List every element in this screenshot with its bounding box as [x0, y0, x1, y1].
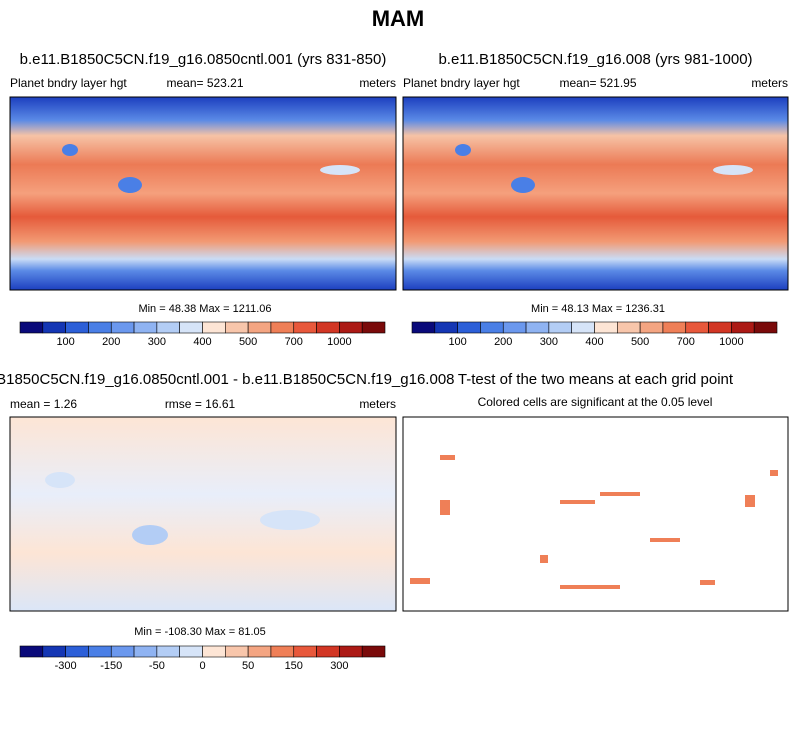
- colorbar-box: [662, 321, 687, 334]
- colorbar-label: 500: [239, 336, 257, 348]
- colorbar-box: [457, 321, 481, 334]
- colorbar-box: [316, 645, 340, 658]
- colorbar-box: [202, 321, 226, 334]
- colorbar-box: [361, 645, 386, 658]
- colorbar-label: 200: [494, 336, 512, 348]
- panel-label: mean = 1.26: [10, 397, 77, 411]
- colorbar-box: [179, 645, 203, 658]
- colorbar-label: 400: [193, 336, 211, 348]
- colorbar-box: [225, 321, 249, 334]
- panel-label: rmse = 16.61: [165, 397, 236, 411]
- colorbar-label: -150: [100, 660, 122, 672]
- panel-label: mean= 523.21: [166, 76, 243, 90]
- colorbar-box: [156, 321, 180, 334]
- colorbar-box: [708, 321, 732, 334]
- colorbar-label: 400: [585, 336, 603, 348]
- colorbar-box: [65, 645, 89, 658]
- colorbar-box: [361, 321, 386, 334]
- colorbar-box: [731, 321, 755, 334]
- colorbar-label: 500: [631, 336, 649, 348]
- colorbar-box: [110, 645, 135, 658]
- colorbar-label: 150: [285, 660, 303, 672]
- panel-label: meters: [359, 397, 396, 411]
- colorbar-box: [270, 645, 295, 658]
- colorbar-box: [753, 321, 778, 334]
- colorbar-box: [133, 645, 158, 658]
- colorbar-box: [293, 321, 317, 334]
- colorbar-box: [88, 321, 112, 334]
- panel-label: mean= 521.95: [559, 76, 636, 90]
- colorbar-box: [225, 645, 249, 658]
- colorbar-label: 1000: [327, 336, 351, 348]
- colorbar-label: 300: [330, 660, 348, 672]
- colorbar-box: [42, 321, 66, 334]
- colorbar-label: 0: [199, 660, 205, 672]
- colorbar-box: [19, 321, 44, 334]
- colorbar-box: [339, 321, 363, 334]
- colorbar-box: [617, 321, 641, 334]
- map: [9, 96, 397, 291]
- colorbar-label: 700: [285, 336, 303, 348]
- panel-title: b.e11.B1850C5CN.f19_g16.008 (yrs 981-100…: [438, 51, 752, 68]
- panel-label: meters: [359, 76, 396, 90]
- colorbar-box: [548, 321, 572, 334]
- colorbar-box: [247, 645, 272, 658]
- panel-title: b.e11.B1850C5CN.f19_g16.0850cntl.001 - b…: [0, 371, 454, 388]
- panel-label: Colored cells are significant at the 0.0…: [478, 395, 713, 409]
- colorbar-box: [639, 321, 664, 334]
- colorbar-box: [525, 321, 550, 334]
- colorbar-box: [685, 321, 709, 334]
- colorbar-box: [88, 645, 112, 658]
- colorbar-box: [434, 321, 458, 334]
- colorbar-box: [571, 321, 595, 334]
- colorbar-box: [19, 645, 44, 658]
- colorbar-box: [411, 321, 436, 334]
- colorbar-box: [293, 645, 317, 658]
- colorbar-box: [42, 645, 66, 658]
- colorbar-label: 300: [148, 336, 166, 348]
- colorbar-box: [270, 321, 295, 334]
- colorbar-label: -300: [55, 660, 77, 672]
- panel-label: Planet bndry layer hgt: [403, 76, 520, 90]
- panel-label: Planet bndry layer hgt: [10, 76, 127, 90]
- colorbar-label: 1000: [719, 336, 743, 348]
- colorbar-label: 300: [540, 336, 558, 348]
- colorbar-box: [594, 321, 618, 334]
- colorbar-box: [339, 645, 363, 658]
- colorbar-box: [110, 321, 135, 334]
- figure-title: MAM: [372, 6, 425, 31]
- colorbar-box: [247, 321, 272, 334]
- panel-stats: Min = -108.30 Max = 81.05: [134, 626, 265, 638]
- panel-stats: Min = 48.13 Max = 1236.31: [531, 303, 665, 315]
- colorbar-box: [133, 321, 158, 334]
- colorbar-label: 50: [242, 660, 254, 672]
- colorbar-box: [156, 645, 180, 658]
- map: [402, 416, 789, 612]
- colorbar-box: [502, 321, 527, 334]
- panel-stats: Min = 48.38 Max = 1211.06: [138, 303, 271, 315]
- colorbar-box: [480, 321, 504, 334]
- map: [9, 416, 397, 612]
- panel-label: meters: [751, 76, 788, 90]
- map: [402, 96, 789, 291]
- colorbar-label: -50: [149, 660, 165, 672]
- colorbar-box: [179, 321, 203, 334]
- panel-title: T-test of the two means at each grid poi…: [458, 371, 734, 388]
- panel-title: b.e11.B1850C5CN.f19_g16.0850cntl.001 (yr…: [20, 51, 387, 68]
- colorbar-label: 200: [102, 336, 120, 348]
- colorbar-box: [316, 321, 340, 334]
- colorbar-label: 100: [56, 336, 74, 348]
- colorbar-label: 700: [677, 336, 695, 348]
- colorbar-box: [202, 645, 226, 658]
- colorbar-box: [65, 321, 89, 334]
- colorbar-label: 100: [448, 336, 466, 348]
